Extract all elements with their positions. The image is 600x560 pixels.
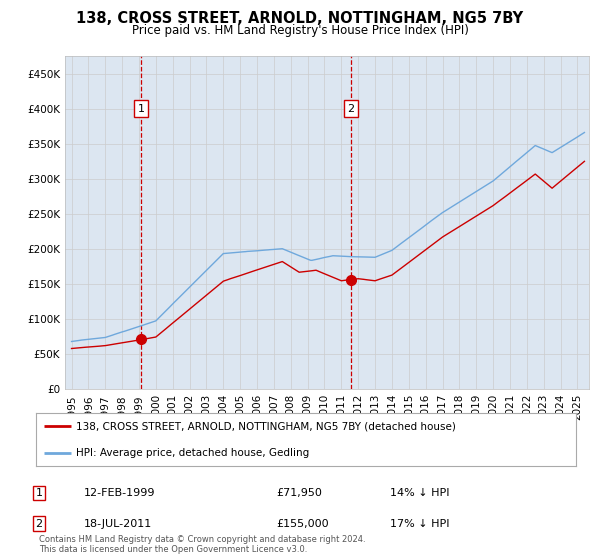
Text: Contains HM Land Registry data © Crown copyright and database right 2024.
This d: Contains HM Land Registry data © Crown c… [39, 535, 365, 554]
Text: 138, CROSS STREET, ARNOLD, NOTTINGHAM, NG5 7BY (detached house): 138, CROSS STREET, ARNOLD, NOTTINGHAM, N… [77, 421, 457, 431]
Text: £71,950: £71,950 [276, 488, 322, 498]
Text: 1: 1 [35, 488, 43, 498]
Text: 138, CROSS STREET, ARNOLD, NOTTINGHAM, NG5 7BY: 138, CROSS STREET, ARNOLD, NOTTINGHAM, N… [76, 11, 524, 26]
Text: 17% ↓ HPI: 17% ↓ HPI [390, 519, 449, 529]
Text: 2: 2 [347, 104, 354, 114]
Text: £155,000: £155,000 [276, 519, 329, 529]
Text: HPI: Average price, detached house, Gedling: HPI: Average price, detached house, Gedl… [77, 447, 310, 458]
Text: Price paid vs. HM Land Registry's House Price Index (HPI): Price paid vs. HM Land Registry's House … [131, 24, 469, 36]
Text: 1: 1 [137, 104, 145, 114]
Text: 12-FEB-1999: 12-FEB-1999 [84, 488, 155, 498]
Text: 18-JUL-2011: 18-JUL-2011 [84, 519, 152, 529]
Text: 2: 2 [35, 519, 43, 529]
Text: 14% ↓ HPI: 14% ↓ HPI [390, 488, 449, 498]
